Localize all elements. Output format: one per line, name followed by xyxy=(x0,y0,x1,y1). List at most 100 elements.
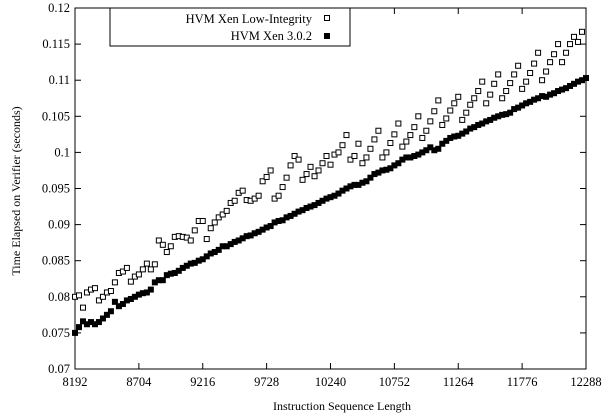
data-point-open-square xyxy=(339,142,346,149)
data-point-open-square xyxy=(475,88,482,95)
data-point-filled-square xyxy=(395,160,402,167)
data-point-filled-square xyxy=(527,98,534,105)
data-point-filled-square xyxy=(267,223,274,230)
data-point-filled-square xyxy=(111,298,118,305)
data-point-filled-square xyxy=(583,75,589,82)
data-point-open-square xyxy=(355,140,362,147)
data-point-filled-square xyxy=(195,257,202,264)
data-point-filled-square xyxy=(187,260,194,267)
data-point-filled-square xyxy=(487,116,494,123)
x-tick-label: 10752 xyxy=(379,375,410,389)
data-point-open-square xyxy=(375,127,382,134)
data-point-open-square xyxy=(503,88,510,95)
data-point-filled-square xyxy=(299,207,306,214)
data-point-open-square xyxy=(127,278,134,285)
data-point-filled-square xyxy=(275,217,282,224)
data-point-filled-square xyxy=(171,269,178,276)
x-tick-label: 11776 xyxy=(507,375,538,389)
data-point-filled-square xyxy=(355,181,362,188)
data-point-filled-square xyxy=(387,165,394,172)
data-point-filled-square xyxy=(359,179,366,186)
data-point-open-square xyxy=(107,288,114,295)
data-point-open-square xyxy=(495,71,502,78)
data-point-open-square xyxy=(403,138,410,145)
data-point-filled-square xyxy=(475,121,482,128)
x-tick-label: 9216 xyxy=(190,375,215,389)
data-point-filled-square xyxy=(495,113,502,120)
data-point-filled-square xyxy=(415,151,422,158)
data-point-filled-square xyxy=(75,324,82,331)
data-point-open-square xyxy=(567,41,574,48)
y-tick-label: 0.09 xyxy=(48,218,70,232)
data-point-filled-square xyxy=(491,114,498,121)
data-point-filled-square xyxy=(251,230,258,237)
data-point-filled-square xyxy=(99,315,106,322)
data-point-filled-square xyxy=(315,199,322,206)
data-point-open-square xyxy=(359,160,366,167)
data-point-filled-square xyxy=(351,181,358,188)
series-1 xyxy=(72,28,586,311)
data-point-open-square xyxy=(267,167,274,174)
data-point-filled-square xyxy=(95,319,102,326)
data-point-open-square xyxy=(99,293,106,300)
data-point-open-square xyxy=(499,95,506,102)
data-point-filled-square xyxy=(499,111,506,118)
data-point-filled-square xyxy=(79,318,86,325)
data-point-filled-square xyxy=(119,301,126,308)
data-point-filled-square xyxy=(263,224,270,231)
data-point-filled-square xyxy=(559,86,566,93)
data-point-open-square xyxy=(303,171,310,178)
data-point-open-square xyxy=(439,121,446,128)
data-point-filled-square xyxy=(227,241,234,248)
data-point-filled-square xyxy=(431,147,438,154)
data-point-filled-square xyxy=(283,214,290,221)
axes xyxy=(74,7,587,370)
data-point-open-square xyxy=(75,292,82,299)
data-point-filled-square xyxy=(139,290,146,297)
data-point-filled-square xyxy=(175,267,182,274)
data-point-open-square xyxy=(95,297,102,304)
data-point-open-square xyxy=(547,59,554,66)
data-point-open-square xyxy=(287,162,294,169)
data-point-open-square xyxy=(363,154,370,161)
data-point-filled-square xyxy=(455,132,462,139)
data-point-open-square xyxy=(91,285,98,292)
data-point-open-square xyxy=(155,237,162,244)
data-point-filled-square xyxy=(507,109,514,116)
x-tick-label: 8192 xyxy=(63,375,88,389)
data-point-filled-square xyxy=(83,321,90,328)
data-point-filled-square xyxy=(131,293,138,300)
data-points xyxy=(72,28,589,336)
data-point-filled-square xyxy=(443,137,450,144)
legend: HVM Xen Low-Integrity HVM Xen 3.0.2 xyxy=(109,7,351,47)
data-point-filled-square xyxy=(259,226,266,233)
data-point-filled-square xyxy=(427,144,434,151)
data-point-open-square xyxy=(343,132,350,139)
data-point-open-square xyxy=(255,192,262,199)
data-point-filled-square xyxy=(339,187,346,194)
data-point-open-square xyxy=(199,217,206,224)
data-point-open-square xyxy=(527,69,534,76)
data-point-filled-square xyxy=(503,111,510,118)
data-point-open-square xyxy=(295,156,302,163)
data-point-open-square xyxy=(535,49,542,56)
data-point-open-square xyxy=(135,271,142,278)
data-point-open-square xyxy=(311,173,318,180)
y-tick-label: 0.075 xyxy=(42,326,70,340)
data-point-filled-square xyxy=(115,303,122,310)
data-point-filled-square xyxy=(303,204,310,211)
data-point-filled-square xyxy=(451,133,458,140)
data-point-open-square xyxy=(431,108,438,115)
data-point-filled-square xyxy=(343,185,350,192)
data-point-filled-square xyxy=(223,243,230,250)
data-point-open-square xyxy=(319,160,326,167)
data-point-open-square xyxy=(139,266,146,273)
data-point-open-square xyxy=(367,145,374,152)
data-point-filled-square xyxy=(159,277,166,284)
data-point-filled-square xyxy=(439,140,446,147)
data-point-open-square xyxy=(479,78,486,85)
data-point-open-square xyxy=(119,268,126,275)
data-point-filled-square xyxy=(203,253,210,260)
data-point-open-square xyxy=(415,113,422,120)
